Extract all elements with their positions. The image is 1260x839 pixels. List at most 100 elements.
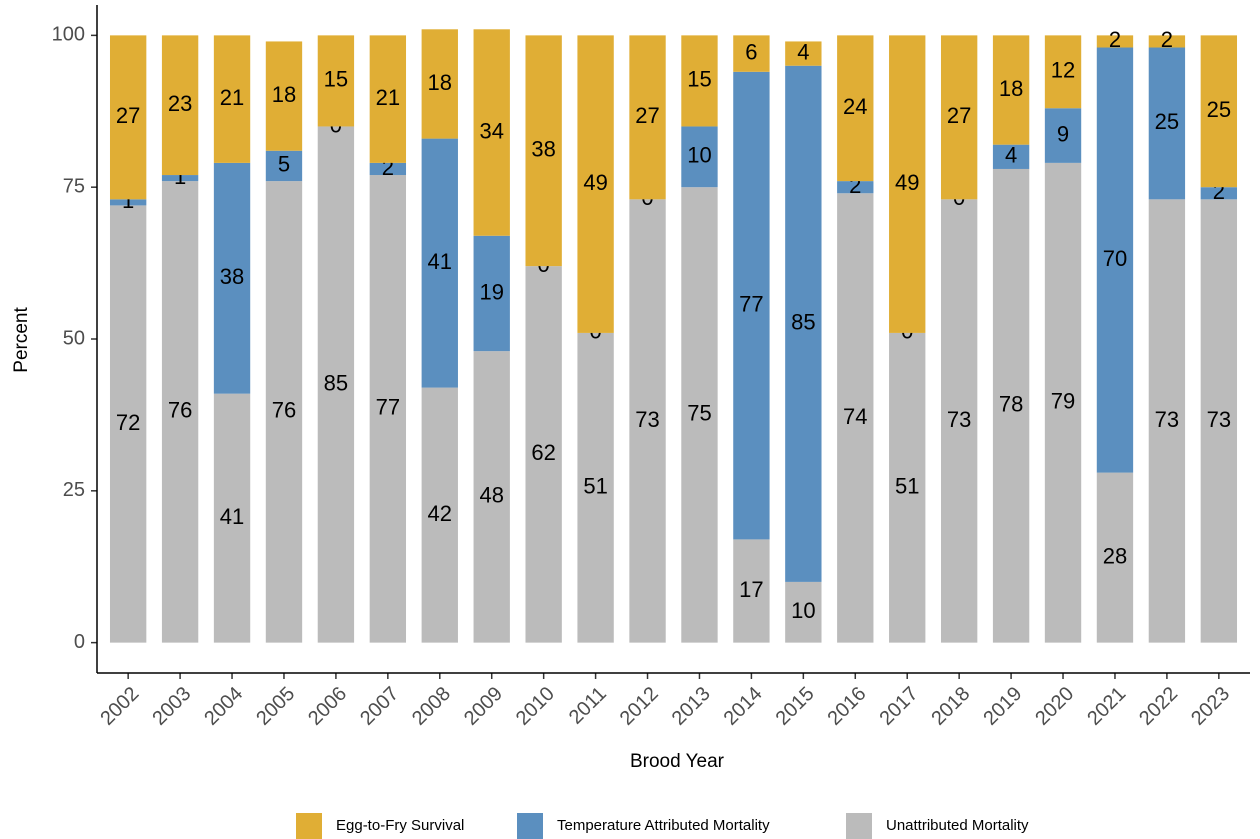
bar-segment: [1096, 35, 1134, 48]
data-label: 4: [797, 39, 809, 64]
bar-segment: [992, 144, 1030, 169]
bar-segment: [681, 35, 718, 127]
bar-segment: [733, 539, 770, 643]
bar-segment: [421, 138, 458, 388]
bar-segment: [837, 35, 874, 182]
bar-segment: [369, 35, 407, 163]
data-label: 23: [168, 91, 192, 116]
x-tick-label: 2006: [304, 683, 351, 730]
bar-segment: [1200, 187, 1238, 200]
data-label: 15: [324, 67, 348, 92]
data-label: 25: [1155, 109, 1179, 134]
data-label: 38: [531, 137, 555, 162]
data-label: 21: [376, 85, 400, 110]
x-tick-label: 2004: [200, 683, 247, 730]
x-tick-label: 2012: [616, 683, 663, 730]
bar-segment: [1200, 199, 1238, 643]
data-label: 73: [947, 407, 971, 432]
x-tick-label: 2007: [356, 683, 403, 730]
data-label: 77: [376, 395, 400, 420]
data-label: 27: [947, 103, 971, 128]
data-label: 4: [1005, 143, 1017, 168]
data-label: 18: [428, 70, 452, 95]
bar-segment: [213, 35, 251, 163]
data-label: 27: [635, 103, 659, 128]
bar-segment: [109, 35, 147, 200]
bar-segment: [577, 35, 614, 333]
legend-swatch: [846, 813, 872, 839]
bar-segment: [421, 387, 458, 643]
y-tick-label: 50: [63, 327, 85, 349]
data-label: 21: [220, 85, 244, 110]
bar-segment: [265, 181, 303, 643]
data-label: 34: [479, 118, 503, 143]
bar-segment: [629, 199, 666, 643]
data-label: 76: [168, 398, 192, 423]
bar-segment: [733, 35, 770, 72]
data-label: 76: [272, 398, 296, 423]
legend-label: Unattributed Mortality: [886, 817, 1029, 834]
data-label: 25: [1207, 97, 1231, 122]
legend-swatch: [517, 813, 543, 839]
x-tick-label: 2005: [252, 683, 299, 730]
bar-segment: [1096, 472, 1134, 643]
bar-segment: [369, 162, 407, 176]
bar-segment: [889, 35, 926, 333]
data-label: 49: [895, 170, 919, 195]
legend-swatch: [296, 813, 322, 839]
y-tick-label: 75: [63, 175, 85, 197]
bar-segment: [1096, 47, 1134, 473]
bar-segment: [629, 35, 666, 200]
bar-segment: [473, 235, 510, 352]
bar-segment: [733, 71, 770, 540]
x-tick-label: 2016: [824, 683, 871, 730]
data-label: 51: [895, 474, 919, 499]
bar-segment: [1044, 108, 1082, 163]
x-tick-label: 2021: [1083, 683, 1130, 730]
x-tick-label: 2003: [148, 683, 195, 730]
data-label: 74: [843, 404, 867, 429]
data-label: 19: [479, 279, 503, 304]
bar-segment: [265, 150, 303, 182]
bar-segment: [161, 35, 199, 176]
bar-segment: [161, 181, 199, 643]
x-tick-label: 2008: [408, 683, 455, 730]
data-label: 48: [479, 483, 503, 508]
data-label: 18: [999, 76, 1023, 101]
bar-segment: [265, 41, 303, 151]
data-label: 70: [1103, 246, 1127, 271]
data-label: 6: [745, 39, 757, 64]
bar-segment: [940, 199, 978, 643]
data-label: 51: [583, 474, 607, 499]
bar-segment: [681, 187, 718, 643]
y-tick-label: 0: [74, 631, 85, 653]
bar-segment: [473, 351, 510, 643]
data-label: 42: [428, 501, 452, 526]
data-label: 73: [1155, 407, 1179, 432]
bar-segment: [992, 168, 1030, 643]
data-label: 9: [1057, 121, 1069, 146]
data-label: 78: [999, 392, 1023, 417]
data-label: 38: [220, 264, 244, 289]
bar-segment: [369, 175, 407, 643]
bar-segment: [1044, 35, 1082, 109]
bar-segment: [1044, 162, 1082, 643]
x-tick-label: 2009: [460, 683, 507, 730]
bar-segment: [837, 193, 874, 643]
y-tick-label: 100: [52, 24, 85, 46]
x-tick-label: 2017: [875, 683, 922, 730]
data-label: 85: [791, 310, 815, 335]
x-tick-label: 2019: [979, 683, 1026, 730]
data-label: 79: [1051, 389, 1075, 414]
data-label: 75: [687, 401, 711, 426]
x-tick-label: 2010: [512, 683, 559, 730]
data-label: 12: [1051, 58, 1075, 83]
data-label: 15: [687, 67, 711, 92]
x-tick-label: 2011: [565, 683, 611, 729]
data-label: 17: [739, 577, 763, 602]
data-label: 27: [116, 103, 140, 128]
bar-segment: [213, 393, 251, 643]
data-label: 10: [791, 598, 815, 623]
data-label: 73: [1207, 407, 1231, 432]
